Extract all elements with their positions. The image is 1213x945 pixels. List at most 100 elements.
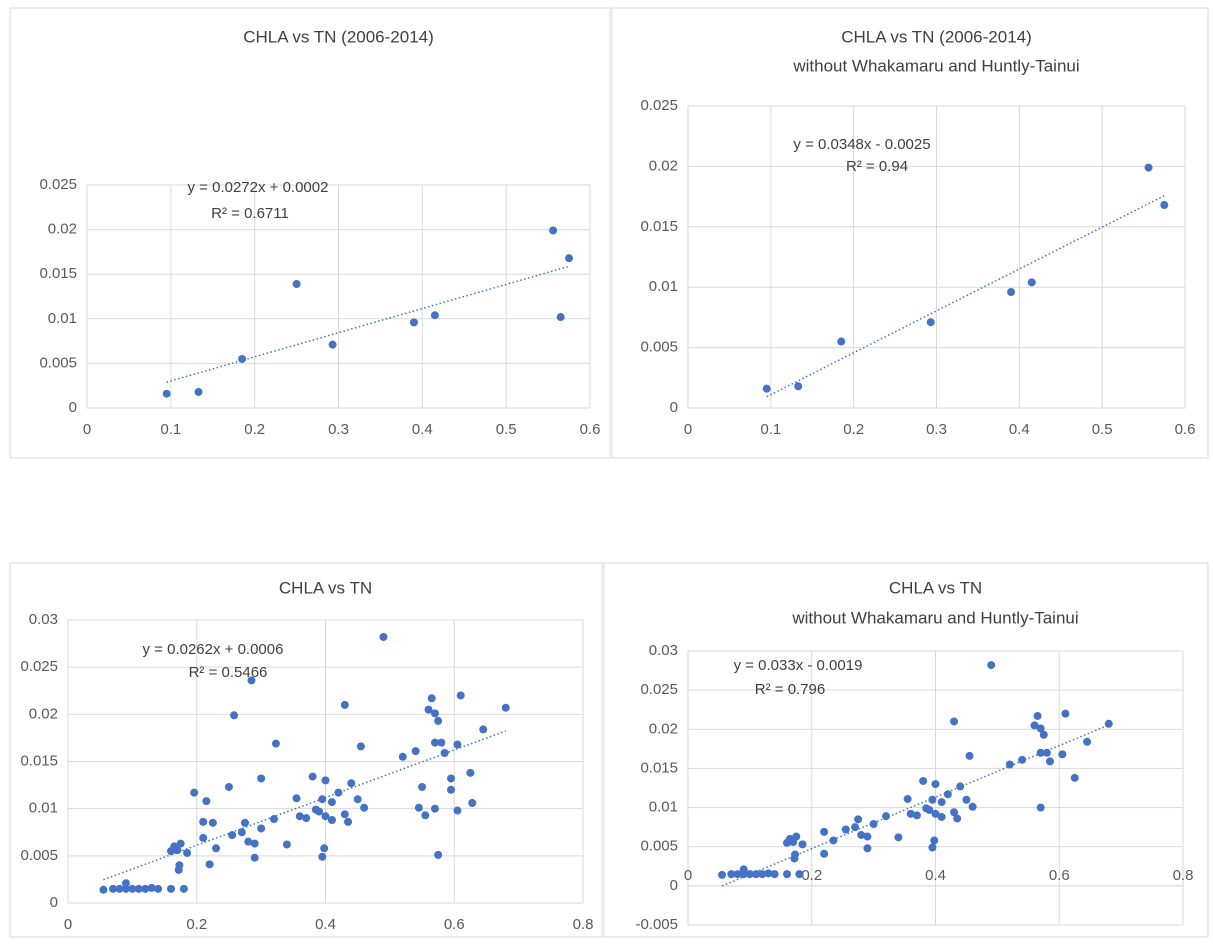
x-tick-label: 0.3 — [926, 421, 947, 438]
data-point — [1036, 748, 1045, 757]
trendline-label: R² = 0.5466 — [189, 664, 268, 681]
data-point — [453, 806, 462, 815]
data-point — [468, 799, 477, 808]
data-point — [411, 747, 420, 756]
data-point — [250, 853, 259, 862]
y-tick-label: 0.01 — [649, 799, 678, 816]
data-point — [1039, 730, 1048, 739]
data-point — [257, 824, 266, 833]
data-point — [820, 827, 829, 836]
data-point — [931, 780, 940, 789]
x-tick-label: 0.5 — [496, 421, 517, 438]
chart-subtitle: without Whakamaru and Huntly-Tainui — [791, 608, 1078, 627]
data-point — [1018, 755, 1027, 764]
y-tick-label: 0.03 — [29, 611, 58, 628]
data-point — [795, 870, 804, 879]
data-point — [434, 716, 443, 725]
data-point — [257, 774, 266, 783]
data-point — [783, 870, 791, 879]
data-point — [437, 738, 446, 747]
data-point — [965, 751, 974, 760]
x-tick-label: 0.2 — [801, 867, 822, 884]
data-point — [950, 717, 959, 726]
data-point — [356, 742, 365, 751]
data-point — [926, 318, 935, 327]
data-point — [379, 632, 388, 641]
data-point — [424, 705, 433, 714]
data-point — [409, 318, 418, 327]
data-point — [414, 803, 423, 812]
data-point — [1033, 711, 1042, 720]
data-point — [456, 691, 465, 700]
data-point — [928, 843, 937, 852]
trendline — [103, 730, 507, 881]
data-point — [931, 809, 940, 818]
data-point — [792, 832, 801, 841]
x-tick-label: 0.1 — [760, 421, 781, 438]
data-point — [115, 884, 124, 893]
data-point — [968, 802, 977, 811]
data-point — [121, 884, 130, 893]
x-tick-label: 0.6 — [1175, 421, 1196, 438]
data-point — [1027, 278, 1036, 287]
chart-title: CHLA vs TN (2006-2014) — [841, 27, 1032, 46]
y-tick-label: 0 — [670, 399, 678, 416]
data-point — [1160, 201, 1169, 210]
data-point — [318, 852, 327, 861]
data-point — [854, 815, 863, 824]
data-point — [320, 844, 329, 853]
data-point — [141, 884, 150, 893]
data-point — [109, 884, 118, 893]
data-point — [179, 884, 188, 893]
data-point — [202, 797, 211, 806]
data-point — [869, 820, 878, 829]
y-tick-label: 0.02 — [48, 221, 77, 238]
trendline-label: R² = 0.796 — [755, 681, 825, 698]
data-point — [1030, 721, 1039, 730]
data-point — [565, 254, 574, 263]
data-point — [851, 823, 860, 832]
data-point — [241, 818, 250, 827]
data-point — [937, 812, 946, 821]
data-point — [762, 384, 771, 393]
x-tick-label: 0.4 — [315, 916, 336, 933]
data-point — [798, 840, 807, 849]
y-tick-label: 0 — [69, 399, 77, 416]
data-point — [937, 798, 946, 807]
x-tick-label: 0.2 — [186, 916, 207, 933]
data-point — [1036, 803, 1045, 812]
x-tick-label: 0.2 — [843, 421, 864, 438]
data-point — [183, 849, 192, 858]
data-point — [99, 885, 108, 894]
x-tick-label: 0.4 — [412, 421, 433, 438]
chart-frame — [9, 562, 603, 938]
data-point — [282, 840, 291, 849]
y-tick-label: 0 — [670, 877, 678, 894]
data-point — [718, 870, 727, 879]
data-point — [360, 803, 369, 812]
data-point — [1083, 737, 1092, 746]
data-point — [247, 676, 256, 685]
x-tick-label: 0.4 — [1009, 421, 1030, 438]
y-tick-label: 0.02 — [649, 720, 678, 737]
data-point — [271, 739, 280, 748]
data-point — [841, 825, 850, 834]
data-point — [237, 828, 246, 837]
data-point — [953, 814, 962, 823]
chart-title: CHLA vs TN — [889, 578, 982, 597]
y-tick-label: 0.025 — [20, 658, 58, 675]
data-point — [321, 776, 330, 785]
data-point — [791, 850, 800, 859]
y-tick-label: 0 — [50, 894, 58, 911]
data-point — [733, 870, 742, 879]
data-point — [453, 740, 462, 749]
data-point — [154, 884, 163, 893]
data-point — [250, 839, 259, 848]
data-point — [549, 226, 558, 235]
trendline-label: y = 0.0262x + 0.0006 — [143, 641, 284, 658]
data-point — [1144, 163, 1153, 172]
data-point — [162, 389, 171, 398]
data-point — [418, 782, 427, 791]
x-tick-label: 0.1 — [160, 421, 181, 438]
